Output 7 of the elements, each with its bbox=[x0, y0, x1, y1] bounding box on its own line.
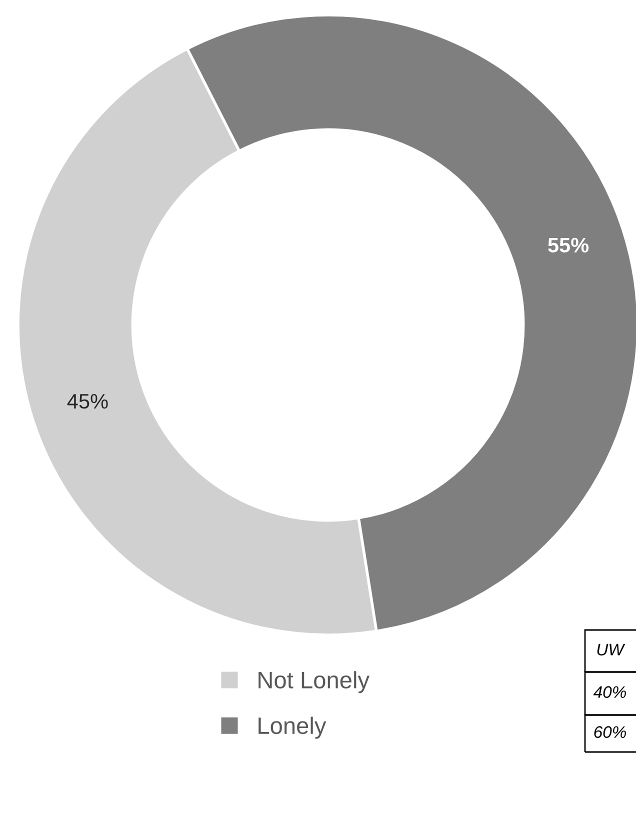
legend-label: Not Lonely bbox=[258, 671, 370, 694]
text: 60% bbox=[594, 726, 626, 738]
data-label: 45% bbox=[67, 394, 108, 409]
data-label: 55% bbox=[548, 238, 589, 253]
text: 40% bbox=[593, 686, 626, 698]
text: UW bbox=[597, 644, 626, 656]
legend-label: Lonely bbox=[258, 716, 326, 739]
